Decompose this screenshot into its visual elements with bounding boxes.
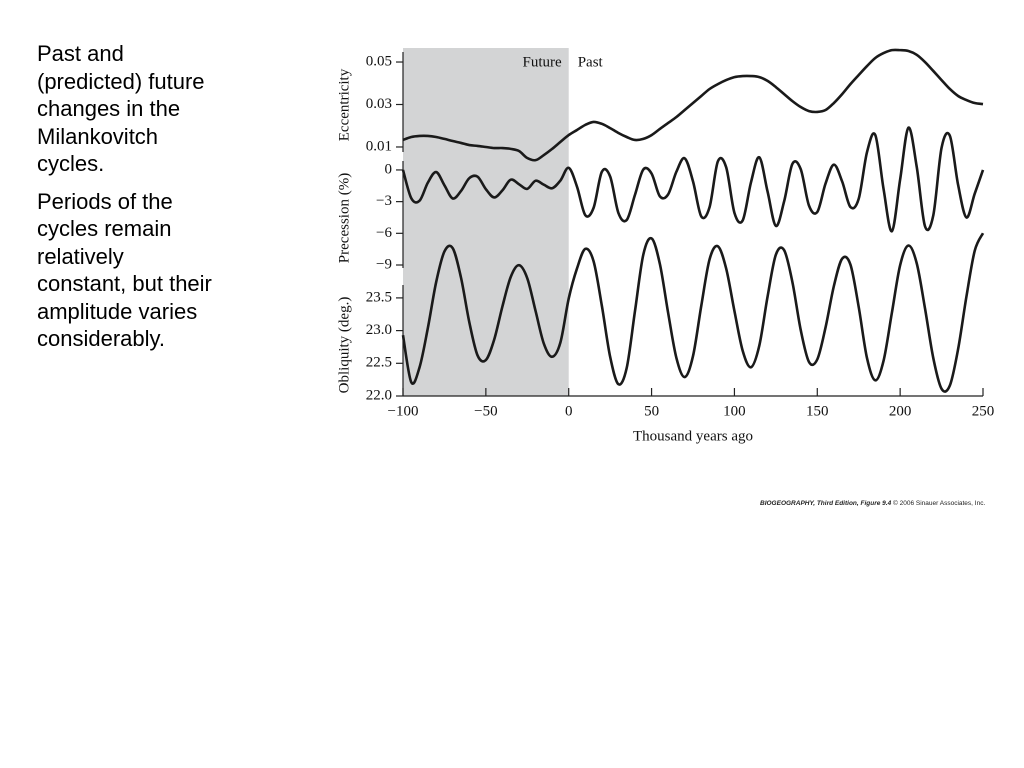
y-tick-label: −9: [376, 256, 392, 272]
text-line: amplitude varies: [37, 298, 198, 324]
data-line: [401, 232, 985, 393]
paragraph: Past and (predicted) future changes in the…: [37, 40, 287, 178]
x-tick-label: 0: [565, 403, 573, 419]
text-line: Past and: [37, 41, 124, 66]
credit-source: BIOGEOGRAPHY, Third Edition, Figure 9.4: [760, 500, 892, 507]
slide-text: Past and (predicted) future changes in the…: [37, 40, 287, 363]
x-tick-label: 50: [644, 403, 659, 419]
text-line: Periods of the: [37, 188, 173, 214]
y-tick-label: 0.01: [366, 138, 392, 154]
x-tick-label: 250: [972, 403, 995, 419]
x-tick-label: 150: [806, 403, 829, 419]
x-tick-label: −100: [388, 403, 419, 419]
y-tick-label: −3: [376, 193, 392, 209]
y-tick-label: 0.03: [366, 96, 392, 112]
y-axis-label: Precession (%): [336, 173, 352, 263]
credit-copyright: © 2006 Sinauer Associates, Inc.: [893, 500, 986, 507]
annotation: Future: [523, 54, 563, 70]
x-axis-label: Thousand years ago: [633, 428, 753, 444]
y-tick-label: 0.05: [366, 53, 392, 69]
text-line: Milankovitch: [37, 123, 159, 149]
y-tick-label: 22.0: [366, 387, 392, 403]
text-line: cycles.: [37, 151, 105, 176]
paragraph: Periods of the cycles remain relatively con…: [37, 188, 287, 353]
y-tick-label: 0: [385, 161, 393, 177]
x-tick-label: 100: [723, 403, 746, 419]
y-tick-label: 23.5: [366, 289, 392, 305]
x-tick-label: 200: [889, 403, 912, 419]
annotation: Past: [578, 54, 604, 70]
text-line: constant, but their: [37, 271, 212, 296]
y-axis-label: Eccentricity: [336, 68, 352, 141]
text-line: considerably.: [37, 326, 165, 351]
text-line: cycles remain: [37, 216, 172, 241]
credit: BIOGEOGRAPHY, Third Edition, Figure 9.4 …: [760, 500, 985, 507]
text-line: relatively: [37, 243, 124, 269]
y-tick-label: 23.0: [366, 322, 392, 338]
y-tick-label: 22.5: [366, 355, 392, 371]
x-tick-label: −50: [474, 403, 497, 419]
data-line: [401, 126, 985, 233]
data-line: [402, 48, 984, 162]
text-line: changes in the: [37, 96, 181, 121]
y-axis-label: Obliquity (deg.): [336, 297, 352, 394]
y-tick-label: −6: [376, 225, 392, 241]
text-line: (predicted) future: [37, 68, 205, 94]
